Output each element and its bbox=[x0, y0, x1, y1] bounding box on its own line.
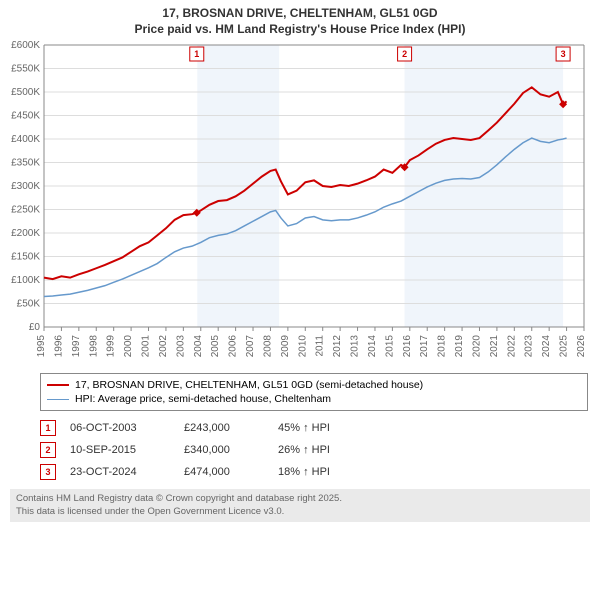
x-tick-label: 2019 bbox=[454, 335, 465, 358]
x-tick-label: 2014 bbox=[367, 335, 378, 358]
x-tick-label: 2022 bbox=[506, 335, 517, 358]
transaction-pct: 26% ↑ HPI bbox=[278, 444, 330, 456]
footer-line1: Contains HM Land Registry data © Crown c… bbox=[16, 493, 584, 505]
y-tick-label: £600K bbox=[11, 40, 40, 51]
x-tick-label: 2004 bbox=[193, 335, 204, 358]
x-tick-label: 2013 bbox=[350, 335, 361, 358]
x-tick-label: 2010 bbox=[297, 335, 308, 358]
legend-swatch bbox=[47, 399, 69, 400]
x-tick-label: 2023 bbox=[524, 335, 535, 358]
transaction-date: 06-OCT-2003 bbox=[70, 422, 170, 434]
transaction-pct: 18% ↑ HPI bbox=[278, 466, 330, 478]
x-tick-label: 2005 bbox=[210, 335, 221, 358]
container: 17, BROSNAN DRIVE, CHELTENHAM, GL51 0GD … bbox=[0, 0, 600, 590]
x-tick-label: 1996 bbox=[53, 335, 64, 358]
legend-label: 17, BROSNAN DRIVE, CHELTENHAM, GL51 0GD … bbox=[75, 379, 423, 391]
title-line1: 17, BROSNAN DRIVE, CHELTENHAM, GL51 0GD bbox=[0, 6, 600, 22]
transaction-number: 2 bbox=[40, 442, 56, 458]
table-row: 3 23-OCT-2024 £474,000 18% ↑ HPI bbox=[40, 461, 588, 483]
y-tick-label: £0 bbox=[29, 322, 41, 333]
x-tick-label: 2016 bbox=[402, 335, 413, 358]
title-line2: Price paid vs. HM Land Registry's House … bbox=[0, 22, 600, 38]
x-tick-label: 2026 bbox=[576, 335, 587, 358]
transaction-pct: 45% ↑ HPI bbox=[278, 422, 330, 434]
callout-number: 1 bbox=[194, 49, 199, 59]
y-tick-label: £350K bbox=[11, 158, 40, 169]
x-tick-label: 2003 bbox=[175, 335, 186, 358]
chart-svg: £0 £50K £100K £150K £200K £250K £300K £350K £400… bbox=[2, 39, 592, 369]
x-tick-label: 2008 bbox=[262, 335, 273, 358]
x-tick-label: 2001 bbox=[141, 335, 152, 358]
x-tick-label: 2012 bbox=[332, 335, 343, 358]
y-tick-label: £200K bbox=[11, 228, 40, 239]
x-tick-label: 2007 bbox=[245, 335, 256, 358]
x-tick-label: 2021 bbox=[489, 335, 500, 358]
x-tick-label: 2009 bbox=[280, 335, 291, 358]
transaction-price: £474,000 bbox=[184, 466, 264, 478]
table-row: 1 06-OCT-2003 £243,000 45% ↑ HPI bbox=[40, 417, 588, 439]
x-tick-label: 2024 bbox=[541, 335, 552, 358]
transaction-date: 23-OCT-2024 bbox=[70, 466, 170, 478]
x-tick-label: 2018 bbox=[437, 335, 448, 358]
x-tick-label: 2011 bbox=[315, 335, 326, 357]
y-tick-label: £500K bbox=[11, 87, 40, 98]
x-tick-label: 1999 bbox=[106, 335, 117, 358]
callout-number: 2 bbox=[402, 49, 407, 59]
legend-row: 17, BROSNAN DRIVE, CHELTENHAM, GL51 0GD … bbox=[47, 378, 581, 392]
chart-title: 17, BROSNAN DRIVE, CHELTENHAM, GL51 0GD … bbox=[0, 0, 600, 39]
legend: 17, BROSNAN DRIVE, CHELTENHAM, GL51 0GD … bbox=[40, 373, 588, 411]
x-tick-label: 2006 bbox=[228, 335, 239, 358]
table-row: 2 10-SEP-2015 £340,000 26% ↑ HPI bbox=[40, 439, 588, 461]
y-tick-label: £50K bbox=[17, 299, 41, 310]
legend-swatch bbox=[47, 384, 69, 386]
x-tick-label: 2025 bbox=[559, 335, 570, 358]
transaction-date: 10-SEP-2015 bbox=[70, 444, 170, 456]
chart-area: £0 £50K £100K £150K £200K £250K £300K £350K £400… bbox=[2, 39, 592, 369]
legend-label: HPI: Average price, semi-detached house,… bbox=[75, 393, 331, 405]
y-tick-label: £450K bbox=[11, 111, 40, 122]
transaction-table: 1 06-OCT-2003 £243,000 45% ↑ HPI 2 10-SEP-201… bbox=[40, 417, 588, 483]
transaction-number: 3 bbox=[40, 464, 56, 480]
callout-number: 3 bbox=[561, 49, 566, 59]
x-tick-label: 1998 bbox=[88, 335, 99, 358]
x-tick-label: 2000 bbox=[123, 335, 134, 358]
x-tick-label: 1995 bbox=[36, 335, 47, 358]
y-tick-label: £300K bbox=[11, 181, 40, 192]
x-tick-label: 1997 bbox=[71, 335, 82, 358]
x-tick-label: 2020 bbox=[471, 335, 482, 358]
x-tick-label: 2015 bbox=[384, 335, 395, 358]
footer: Contains HM Land Registry data © Crown c… bbox=[10, 489, 590, 522]
footer-line2: This data is licensed under the Open Gov… bbox=[16, 506, 584, 518]
y-tick-label: £100K bbox=[11, 275, 40, 286]
y-tick-label: £250K bbox=[11, 205, 40, 216]
transaction-price: £340,000 bbox=[184, 444, 264, 456]
transaction-price: £243,000 bbox=[184, 422, 264, 434]
x-tick-label: 2002 bbox=[158, 335, 169, 358]
x-tick-label: 2017 bbox=[419, 335, 430, 358]
y-tick-label: £150K bbox=[11, 252, 40, 263]
y-tick-label: £400K bbox=[11, 134, 40, 145]
y-tick-label: £550K bbox=[11, 64, 40, 75]
legend-row: HPI: Average price, semi-detached house,… bbox=[47, 392, 581, 406]
transaction-number: 1 bbox=[40, 420, 56, 436]
